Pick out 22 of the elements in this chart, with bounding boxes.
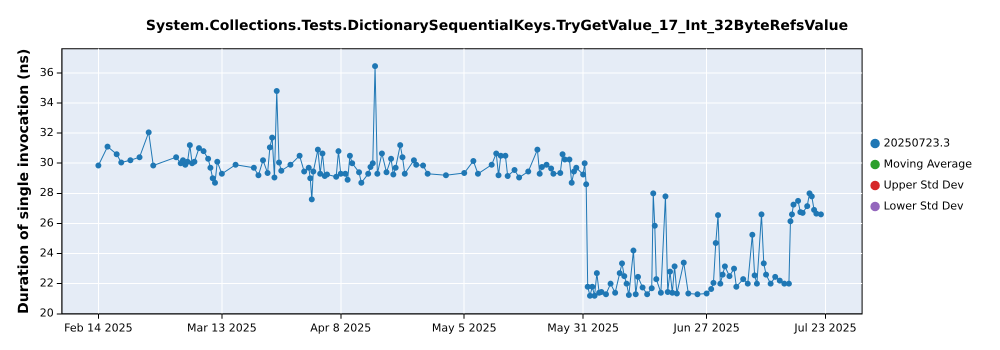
legend-label: 20250723.3 — [884, 136, 950, 150]
x-tick-label: Mar 13 2025 — [186, 321, 257, 334]
y-tick-label: 20 — [40, 306, 54, 320]
chart-title: System.Collections.Tests.DictionarySequentialKeys.TryGetValue_17_Int_32ByteRefsValue — [146, 18, 848, 34]
x-tick-label: Jun 27 2025 — [672, 321, 740, 334]
x-tick-label: Feb 14 2025 — [64, 321, 133, 334]
legend-label: Lower Std Dev — [884, 199, 964, 212]
x-tick-label: May 31 2025 — [547, 321, 619, 334]
y-tick-label: 22 — [40, 276, 54, 290]
legend-label: Moving Average — [884, 157, 972, 170]
y-tick-label: 28 — [40, 186, 54, 200]
y-tick-label: 32 — [40, 126, 54, 139]
y-axis-title: Duration of single invocation (ns) — [16, 48, 32, 314]
y-tick-label: 34 — [40, 96, 54, 109]
y-tick-label: 30 — [40, 156, 54, 170]
y-tick-label: 36 — [40, 66, 54, 79]
y-tick-label: 24 — [40, 246, 54, 260]
legend-label: Upper Std Dev — [884, 178, 964, 192]
x-tick-label: May 5 2025 — [432, 321, 497, 334]
y-tick-label: 26 — [40, 216, 54, 230]
x-tick-label: Jul 23 2025 — [793, 321, 857, 334]
x-tick-label: Apr 8 2025 — [310, 321, 372, 334]
